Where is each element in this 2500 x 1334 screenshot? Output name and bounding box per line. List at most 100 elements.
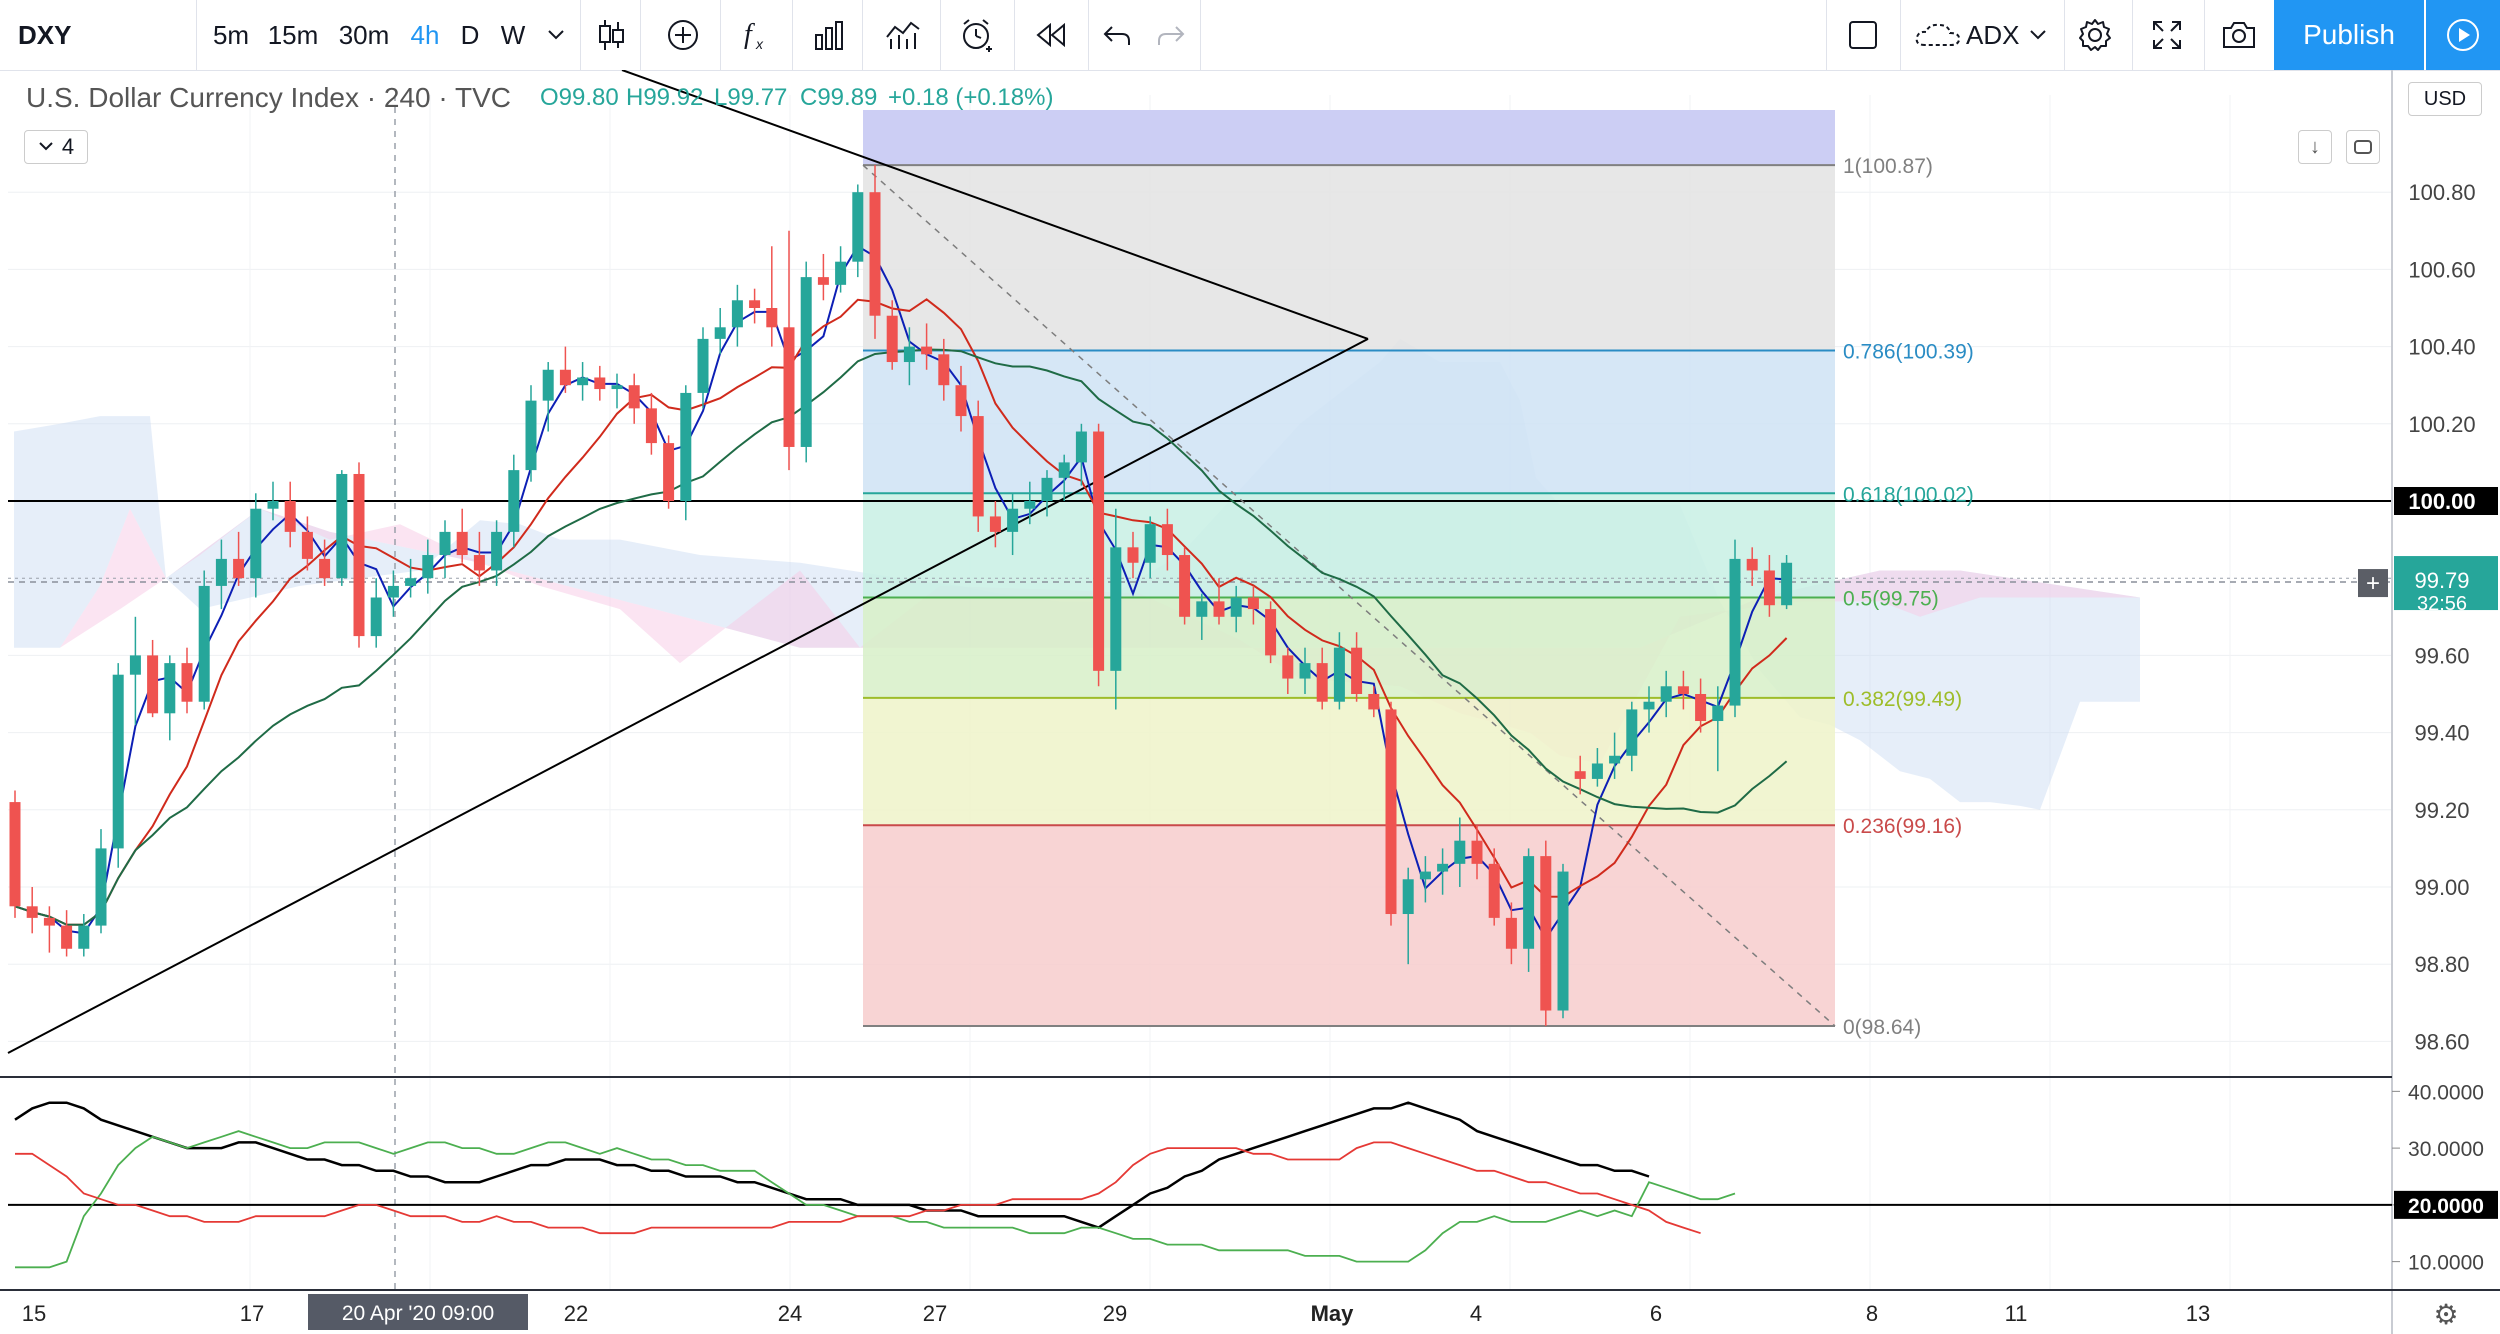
gear-icon[interactable]: ⚙ xyxy=(2433,1298,2459,1330)
candle-down xyxy=(594,377,606,390)
legend-open: O99.80 xyxy=(540,84,619,111)
candle-up xyxy=(731,300,743,328)
candle-up xyxy=(1041,477,1053,501)
fullscreen-icon[interactable] xyxy=(2140,0,2194,70)
candle-down xyxy=(1161,524,1173,556)
interval-d[interactable]: D xyxy=(460,19,480,50)
candle-up xyxy=(1523,856,1535,949)
compare-add-icon[interactable] xyxy=(656,0,710,70)
candle-up xyxy=(250,508,262,579)
time-tick-label: 11 xyxy=(2005,1301,2028,1326)
candle-up xyxy=(852,192,864,262)
interval-5m[interactable]: 5m xyxy=(212,19,250,50)
price-tick-label: 100.80 xyxy=(2408,180,2475,205)
candle-up xyxy=(1557,871,1569,1011)
layout-square-icon[interactable] xyxy=(1836,0,1890,70)
time-tick-label: 8 xyxy=(1866,1301,1878,1326)
time-axis: 15 17 20 Apr '20 09:00 22 24 27 29 May 4 6 8 11 13 xyxy=(22,1294,2210,1330)
legend-low: L99.77 xyxy=(714,84,788,111)
fib-level-label: 0.236(99.16) xyxy=(1843,815,1962,838)
fib-trend-line xyxy=(862,164,1836,1027)
fib-zone xyxy=(863,597,1835,698)
toolbar-divider xyxy=(580,0,581,70)
adx-tick-label: 10.0000 xyxy=(2408,1252,2484,1275)
svg-text:x: x xyxy=(755,36,764,52)
candle-down xyxy=(989,516,1001,532)
candle-up xyxy=(1712,705,1724,722)
fib-labels: 1(100.87) 0.786(100.39) 0.618(100.02) 0.5(9… xyxy=(1843,155,1974,1039)
candle-down xyxy=(1763,570,1775,606)
candle-up xyxy=(1609,755,1621,764)
candle-down xyxy=(972,416,984,517)
undo-icon[interactable] xyxy=(1090,0,1144,70)
publish-button[interactable]: Publish xyxy=(2274,0,2424,70)
candle-up xyxy=(387,585,399,598)
candle-up xyxy=(1058,462,1070,478)
price-tick-label: 98.60 xyxy=(2414,1029,2469,1054)
toolbar-divider xyxy=(2064,0,2065,70)
candle-down xyxy=(456,531,468,556)
interval-4h[interactable]: 4h xyxy=(410,19,440,50)
legend-close: C99.89 xyxy=(800,84,878,111)
candle-up xyxy=(1402,879,1414,915)
interval-15m[interactable]: 15m xyxy=(267,19,319,50)
candle-down xyxy=(955,385,967,417)
financials-icon[interactable] xyxy=(802,0,856,70)
candle-down xyxy=(1505,917,1517,949)
candle-up xyxy=(800,277,812,447)
candle-up xyxy=(542,369,554,401)
candle-up xyxy=(439,531,451,556)
interval-30m[interactable]: 30m xyxy=(338,19,390,50)
candle-down xyxy=(9,802,21,907)
candle-down xyxy=(1677,686,1689,694)
indicator-name[interactable]: ADX xyxy=(1966,19,2020,50)
time-tick-label: 22 xyxy=(564,1301,588,1326)
currency-label[interactable]: USD xyxy=(2408,82,2482,116)
chevron-down-icon xyxy=(39,142,53,151)
alert-clock-icon[interactable] xyxy=(950,0,1004,70)
chevron-down-icon[interactable] xyxy=(2022,0,2054,70)
scroll-down-icon[interactable]: ↓ xyxy=(2298,130,2332,164)
trend-line-upper xyxy=(621,70,1369,340)
candle-down xyxy=(783,327,795,447)
legend-collapse[interactable]: 4 xyxy=(24,130,88,164)
candle-down xyxy=(1385,709,1397,915)
loop-icon[interactable] xyxy=(2346,130,2380,164)
toolbar-divider xyxy=(640,0,641,70)
fib-level-label: 0.618(100.02) xyxy=(1843,483,1974,506)
candle-up xyxy=(1454,840,1466,864)
trend-line-lower xyxy=(7,337,1369,1054)
symbol-search[interactable]: DXY xyxy=(18,19,72,50)
chevron-down-icon[interactable] xyxy=(538,0,574,70)
fib-zone xyxy=(863,350,1835,494)
candle-up xyxy=(405,578,417,586)
candles-icon[interactable] xyxy=(584,0,638,70)
templates-icon[interactable] xyxy=(876,0,930,70)
cloud-icon[interactable] xyxy=(1910,0,1966,70)
candle-down xyxy=(1574,771,1586,779)
redo-icon[interactable] xyxy=(1144,0,1198,70)
price-tick-label: 100.40 xyxy=(2408,335,2475,360)
toolbar-divider xyxy=(940,0,941,70)
price-chart[interactable]: 1(100.87) 0.786(100.39) 0.618(100.02) 0.5(9… xyxy=(0,70,2500,1334)
candle-up xyxy=(1333,647,1345,702)
candle-down xyxy=(766,308,778,328)
play-icon[interactable] xyxy=(2426,0,2500,70)
replay-icon[interactable] xyxy=(1024,0,1078,70)
fib-level-label: 0.382(99.49) xyxy=(1843,688,1962,711)
time-tick-label: 4 xyxy=(1470,1301,1482,1326)
candle-down xyxy=(1351,647,1363,694)
interval-w[interactable]: W xyxy=(500,19,526,50)
candle-up xyxy=(525,400,537,471)
camera-icon[interactable] xyxy=(2212,0,2266,70)
fib-zone xyxy=(863,493,1835,598)
gear-icon[interactable] xyxy=(2068,0,2122,70)
candle-up xyxy=(1419,871,1431,880)
candle-up xyxy=(1024,501,1036,509)
moving-average-line xyxy=(14,348,1788,926)
adx-series-di-line xyxy=(15,1130,1736,1269)
crosshair-time-label: 20 Apr '20 09:00 xyxy=(342,1302,494,1325)
candle-down xyxy=(628,385,640,409)
candle-up xyxy=(1626,709,1638,756)
